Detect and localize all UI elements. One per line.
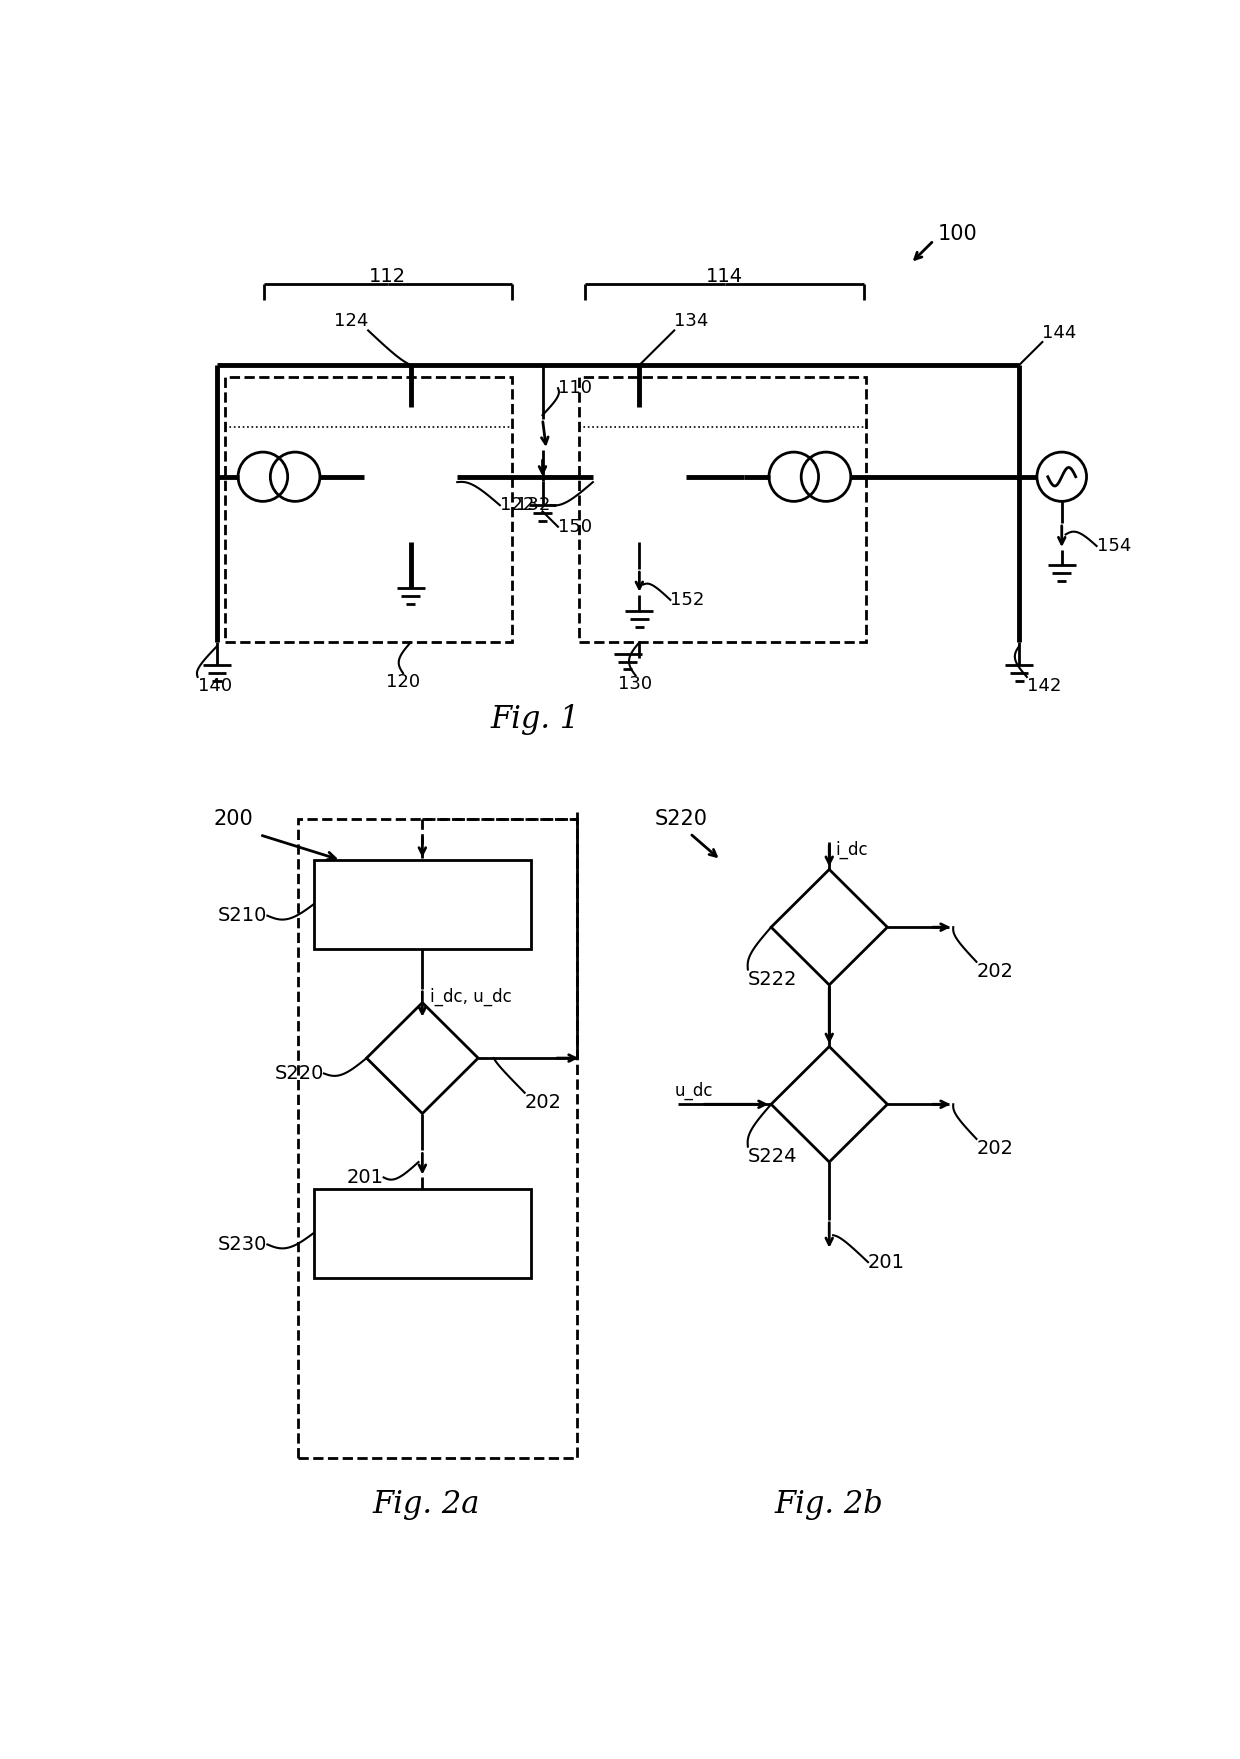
Text: 202: 202 [977, 962, 1013, 982]
Text: S220: S220 [655, 809, 708, 830]
Text: S222: S222 [748, 969, 797, 989]
Text: 201: 201 [868, 1252, 905, 1272]
Text: 201: 201 [347, 1168, 383, 1187]
Text: 144: 144 [1043, 324, 1076, 341]
Text: 134: 134 [675, 313, 708, 331]
Text: 142: 142 [1027, 677, 1061, 695]
Text: Fig. 2a: Fig. 2a [372, 1490, 480, 1520]
Text: Fig. 1: Fig. 1 [490, 704, 579, 735]
Text: 202: 202 [977, 1138, 1013, 1157]
Text: S224: S224 [748, 1147, 797, 1166]
Text: Fig. 2b: Fig. 2b [775, 1490, 884, 1520]
Text: 132: 132 [516, 496, 551, 514]
Text: 130: 130 [619, 675, 652, 693]
Text: i_dc, u_dc: i_dc, u_dc [430, 987, 512, 1006]
Text: 124: 124 [334, 313, 368, 331]
Bar [299, 820, 578, 1458]
Text: 140: 140 [197, 677, 232, 695]
Bar [314, 860, 531, 948]
Text: 202: 202 [525, 1092, 562, 1112]
Text: 200: 200 [213, 809, 253, 830]
Text: S220: S220 [274, 1064, 324, 1084]
Text: 114: 114 [706, 267, 743, 287]
Bar [314, 1189, 531, 1277]
Text: 120: 120 [386, 674, 420, 691]
Text: 112: 112 [370, 267, 405, 287]
Text: u_dc: u_dc [675, 1082, 713, 1099]
Text: 152: 152 [671, 591, 704, 609]
Bar [365, 408, 458, 542]
Bar [593, 408, 686, 542]
Text: S230: S230 [218, 1235, 268, 1254]
Text: 110: 110 [558, 380, 591, 398]
Bar [579, 376, 866, 642]
Text: 122: 122 [500, 496, 534, 514]
Bar [224, 376, 511, 642]
Text: 150: 150 [558, 517, 593, 536]
Text: S210: S210 [218, 906, 268, 925]
Text: i_dc: i_dc [836, 841, 868, 860]
Text: 100: 100 [937, 223, 977, 245]
Text: 154: 154 [1096, 536, 1131, 556]
